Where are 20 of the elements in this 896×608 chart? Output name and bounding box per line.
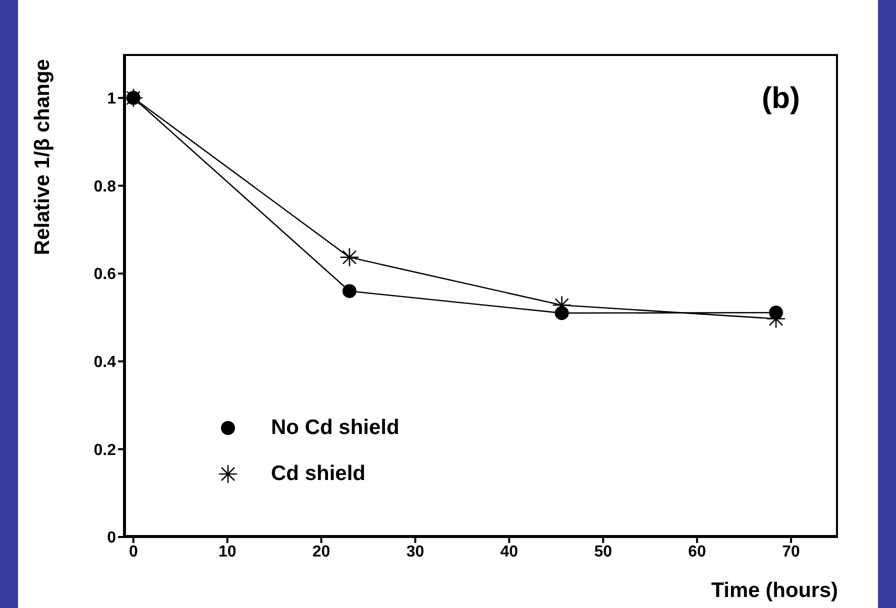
y-tick-label: 0.4	[94, 354, 116, 372]
y-tick-label: 0	[107, 530, 116, 547]
x-tick-label: 40	[500, 543, 518, 560]
x-tick-label: 50	[594, 543, 612, 560]
legend-label: No Cd shield	[271, 416, 400, 440]
x-tick-label: 30	[406, 543, 424, 560]
x-tick-label: 70	[782, 543, 800, 560]
x-axis-title: Time (hours)	[711, 579, 838, 602]
annotation: (b)	[762, 82, 800, 116]
y-tick-label: 0.2	[94, 442, 116, 459]
x-tick-label: 60	[688, 543, 706, 560]
x-tick-label: 20	[312, 543, 330, 560]
y-tick-label: 0.8	[94, 178, 116, 196]
point	[342, 284, 356, 298]
x-tick-label: 10	[218, 543, 236, 560]
y-axis-title: Relative 1/β change	[30, 59, 54, 256]
y-tick-label: 1	[107, 90, 116, 108]
legend-label: Cd shield	[271, 462, 366, 486]
y-tick-label: 0.6	[94, 266, 116, 284]
x-tick-label: 0	[128, 543, 138, 560]
